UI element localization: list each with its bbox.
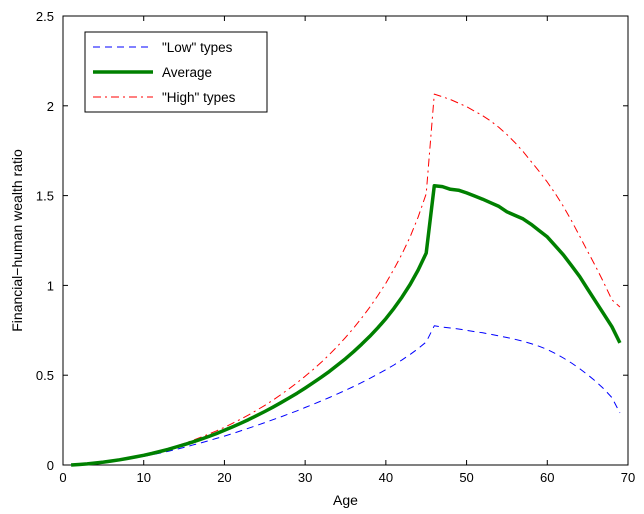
y-axis-label: Financial−human wealth ratio xyxy=(9,149,25,332)
y-tick-label: 2.5 xyxy=(36,9,54,24)
legend-label-2: "High" types xyxy=(162,90,236,105)
axis-ticks xyxy=(62,15,629,466)
x-tick-label: 60 xyxy=(540,470,554,485)
x-tick-labels: 0 10 20 30 40 50 60 70 xyxy=(59,470,635,485)
y-tick-labels: 0 0.5 1 1.5 2 2.5 xyxy=(36,9,54,473)
legend: "Low" types Average "High" types xyxy=(84,31,268,113)
x-tick-label: 30 xyxy=(298,470,312,485)
legend-label-1: Average xyxy=(162,65,212,80)
y-tick-label: 0.5 xyxy=(36,368,54,383)
x-tick-label: 70 xyxy=(621,470,635,485)
legend-label-0: "Low" types xyxy=(162,40,233,55)
x-tick-label: 20 xyxy=(217,470,231,485)
y-tick-label: 2 xyxy=(47,99,54,114)
series-line-0 xyxy=(71,325,621,466)
x-tick-label: 40 xyxy=(379,470,393,485)
x-tick-label: 50 xyxy=(459,470,473,485)
x-tick-label: 10 xyxy=(136,470,150,485)
series-lines xyxy=(70,93,622,467)
series-line-1 xyxy=(70,183,622,467)
y-tick-label: 0 xyxy=(47,458,54,473)
y-tick-label: 1 xyxy=(47,278,54,293)
y-tick-label: 1.5 xyxy=(36,189,54,204)
x-axis-label: Age xyxy=(333,492,358,508)
x-tick-label: 0 xyxy=(59,470,66,485)
